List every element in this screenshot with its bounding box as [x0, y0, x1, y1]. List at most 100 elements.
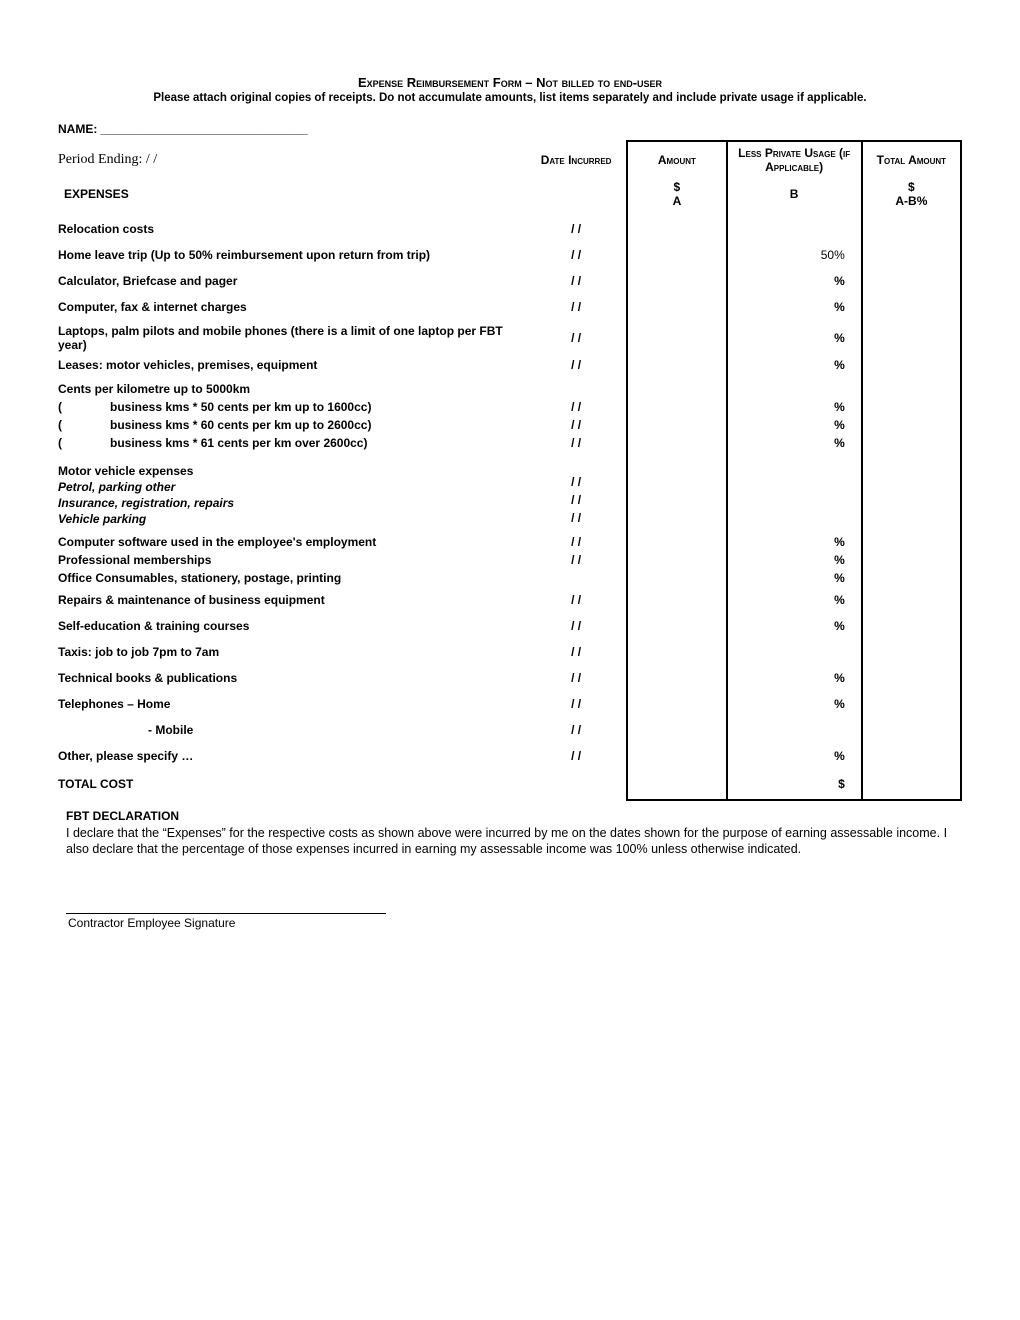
table-row: Cents per kilometre up to 5000km: [58, 374, 961, 398]
row-amount[interactable]: [627, 216, 726, 242]
period-ending[interactable]: Period Ending: / /: [58, 152, 157, 167]
row-less[interactable]: %: [727, 587, 862, 613]
row-date[interactable]: / /: [526, 533, 627, 551]
row-total: [862, 268, 961, 294]
row-label: business kms * 61 cents per km over 2600…: [80, 436, 367, 450]
row-less[interactable]: %: [727, 416, 862, 434]
mv-date1[interactable]: / /: [571, 474, 581, 490]
declaration-body: I declare that the “Expenses” for the re…: [58, 825, 962, 859]
row-less[interactable]: %: [727, 294, 862, 320]
row-total: [862, 356, 961, 374]
row-less[interactable]: %: [727, 665, 862, 691]
total-label: TOTAL COST: [58, 769, 526, 800]
table-row: Calculator, Briefcase and pager / / %: [58, 268, 961, 294]
row-label: Office Consumables, stationery, postage,…: [58, 569, 526, 587]
row-date[interactable]: / /: [526, 639, 627, 665]
row-less[interactable]: %: [727, 613, 862, 639]
row-amount[interactable]: [627, 416, 726, 434]
row-less[interactable]: %: [727, 691, 862, 717]
table-row: Relocation costs / /: [58, 216, 961, 242]
row-amount[interactable]: [627, 356, 726, 374]
row-less[interactable]: [727, 717, 862, 743]
mv-line1: Motor vehicle expenses: [58, 463, 518, 479]
row-date[interactable]: / /: [526, 434, 627, 452]
row-total: [862, 242, 961, 268]
table-row: (business kms * 61 cents per km over 260…: [58, 434, 961, 452]
row-amount[interactable]: [627, 320, 726, 356]
header-amount: Amount: [627, 141, 726, 178]
row-amount[interactable]: [627, 398, 726, 416]
row-date[interactable]: / /: [526, 665, 627, 691]
row-amount[interactable]: [627, 242, 726, 268]
row-less[interactable]: %: [727, 743, 862, 769]
mv-date3[interactable]: / /: [571, 510, 581, 526]
table-row: Leases: motor vehicles, premises, equipm…: [58, 356, 961, 374]
row-less[interactable]: %: [727, 434, 862, 452]
row-date[interactable]: / /: [526, 268, 627, 294]
signature-line[interactable]: [66, 913, 386, 914]
row-less[interactable]: 50%: [727, 242, 862, 268]
row-date[interactable]: / /: [526, 356, 627, 374]
row-amount[interactable]: [627, 268, 726, 294]
row-date[interactable]: / /: [526, 216, 627, 242]
row-amount[interactable]: [627, 434, 726, 452]
total-total: [862, 769, 961, 800]
expense-table: Period Ending: / / Date Incurred Amount …: [58, 140, 962, 801]
row-less[interactable]: [727, 639, 862, 665]
row-label: Taxis: job to job 7pm to 7am: [58, 639, 526, 665]
row-less[interactable]: %: [727, 551, 862, 569]
table-row: Telephones – Home / / %: [58, 691, 961, 717]
row-label: Cents per kilometre up to 5000km: [58, 374, 526, 398]
row-less[interactable]: %: [727, 320, 862, 356]
row-label: Leases: motor vehicles, premises, equipm…: [58, 356, 526, 374]
row-date[interactable]: / /: [526, 743, 627, 769]
amount-sub-dollar: $: [674, 180, 681, 194]
row-label: Self-education & training courses: [58, 613, 526, 639]
row-label: Relocation costs: [58, 216, 526, 242]
row-label: Calculator, Briefcase and pager: [58, 268, 526, 294]
total-sub-ab: A-B%: [895, 194, 927, 208]
table-row: - Mobile / /: [58, 717, 961, 743]
table-row: Laptops, palm pilots and mobile phones (…: [58, 320, 961, 356]
row-label: Other, please specify …: [58, 743, 526, 769]
row-date[interactable]: / /: [526, 613, 627, 639]
row-less[interactable]: %: [727, 356, 862, 374]
row-date[interactable]: / /: [526, 320, 627, 356]
row-date[interactable]: / /: [526, 551, 627, 569]
mv-line4: Vehicle parking: [58, 511, 518, 527]
table-row: Taxis: job to job 7pm to 7am / /: [58, 639, 961, 665]
total-row: TOTAL COST $: [58, 769, 961, 800]
row-less[interactable]: [727, 216, 862, 242]
row-date[interactable]: / /: [526, 416, 627, 434]
row-label: Repairs & maintenance of business equipm…: [58, 587, 526, 613]
row-label: Home leave trip (Up to 50% reimbursement…: [58, 242, 526, 268]
declaration-heading: FBT DECLARATION: [58, 809, 962, 823]
row-date[interactable]: / /: [526, 691, 627, 717]
row-less[interactable]: %: [727, 268, 862, 294]
row-date[interactable]: / /: [526, 587, 627, 613]
row-label: Telephones – Home: [58, 691, 526, 717]
signature-label: Contractor Employee Signature: [58, 916, 962, 930]
total-amount: [627, 769, 726, 800]
row-date[interactable]: [526, 569, 627, 587]
row-label: business kms * 60 cents per km up to 260…: [80, 418, 371, 432]
total-sub-dollar: $: [908, 180, 915, 194]
row-date[interactable]: / /: [526, 717, 627, 743]
row-total: [862, 216, 961, 242]
row-date[interactable]: / /: [526, 398, 627, 416]
mv-line2: Petrol, parking other: [58, 479, 518, 495]
row-total: [862, 294, 961, 320]
header-total: Total Amount: [862, 141, 961, 178]
header-date: Date Incurred: [526, 141, 627, 178]
row-date[interactable]: / /: [526, 242, 627, 268]
mv-date2[interactable]: / /: [571, 492, 581, 508]
row-less[interactable]: %: [727, 398, 862, 416]
row-amount[interactable]: [627, 294, 726, 320]
row-less[interactable]: %: [727, 533, 862, 551]
name-field-line[interactable]: NAME: _______________________________: [58, 122, 962, 136]
row-label: business kms * 50 cents per km up to 160…: [80, 400, 371, 414]
less-sub-b: B: [727, 178, 862, 210]
row-label: Professional memberships: [58, 551, 526, 569]
row-date[interactable]: / /: [526, 294, 627, 320]
row-less[interactable]: %: [727, 569, 862, 587]
